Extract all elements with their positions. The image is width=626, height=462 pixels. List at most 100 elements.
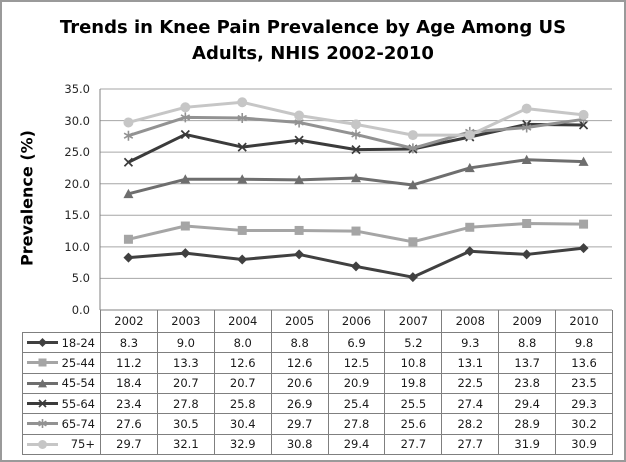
legend-cell-75+: 75+ (23, 434, 101, 454)
table-value-cell: 27.6 (101, 414, 158, 434)
legend-marker-x-icon (27, 399, 58, 408)
table-value-cell: 5.2 (385, 333, 443, 353)
table-value-cell: 25.5 (385, 393, 443, 414)
table-value-cell: 29.7 (101, 434, 158, 454)
legend-cell-65-74: 65-74 (23, 414, 101, 434)
y-tick-label: 10.0 (64, 239, 90, 254)
table-row-25-44: 25-44 11.2 13.3 12.6 12.6 12.5 10.8 13.1 13.7 13.… (23, 353, 612, 374)
table-value-cell: 18.4 (101, 373, 158, 393)
year-header-cell: 2004 (215, 310, 272, 332)
table-value-cell: 20.7 (158, 373, 215, 393)
table-value-cell: 28.9 (499, 414, 557, 434)
table-row-55-64: 55-64 23.4 27.8 25.8 26.9 25.4 25.5 27.4 29.4 29.… (23, 393, 612, 415)
chart-title: Trends in Knee Pain Prevalence by Age Am… (2, 15, 624, 67)
table-row-75+: 75+ 29.7 32.1 32.9 30.8 29.4 27.7 27.7 31.9 30.9 (23, 434, 612, 454)
x-axis-year-header-row: 2002 2003 2004 2005 2006 2007 2008 2009 2010 (100, 310, 613, 332)
table-value-cell: 8.3 (101, 333, 158, 353)
series-75+ (123, 97, 589, 141)
legend-cell-55-64: 55-64 (23, 393, 101, 414)
y-tick-label: 20.0 (64, 176, 90, 191)
table-value-cell: 29.3 (571, 396, 597, 411)
table-value-cell: 27.4 (442, 393, 500, 414)
y-tick-label: 5.0 (71, 271, 90, 286)
table-value-cell: 9.3 (442, 333, 500, 353)
table-row-18-24: 18-24 8.3 9.0 8.0 8.8 6.9 5.2 9.3 8.8 9.8 (23, 333, 612, 354)
table-value-cell: 6.9 (329, 333, 386, 353)
table-value-cell: 31.9 (499, 434, 557, 454)
table-value-cell: 29.4 (499, 393, 557, 414)
table-value-cell: 20.7 (215, 373, 272, 393)
table-value-cell: 8.8 (499, 333, 557, 353)
y-tick-label: 0.0 (71, 303, 90, 317)
y-tick-label: 25.0 (64, 145, 90, 160)
table-value-cell: 13.3 (158, 353, 215, 373)
table-value-cell: 27.8 (329, 414, 386, 434)
legend-label: 75+ (70, 437, 95, 452)
y-tick-label: 15.0 (64, 208, 90, 223)
table-value-cell: 29.4 (329, 434, 386, 454)
table-value-cell: 19.8 (385, 373, 443, 393)
table-value-cell: 23.5 (571, 376, 597, 391)
legend-label: 55-64 (61, 396, 95, 411)
table-value-cell: 25.6 (385, 414, 443, 434)
legend-marker-asterisk-icon (27, 419, 58, 429)
data-table: 18-24 8.3 9.0 8.0 8.8 6.9 5.2 9.3 8.8 9.8 25-44 11.… (22, 332, 613, 455)
table-value-cell: 13.7 (499, 353, 557, 373)
legend-cell-45-54: 45-54 (23, 373, 101, 393)
table-row-45-54: 45-54 18.4 20.7 20.7 20.6 20.9 19.8 22.5 23.8 23.… (23, 373, 612, 394)
table-value-cell: 30.9 (571, 437, 597, 452)
table-value-cell: 29.7 (272, 414, 329, 434)
table-value-cell: 23.4 (101, 393, 158, 414)
table-value-cell: 12.6 (272, 353, 329, 373)
table-value-cell: 30.8 (272, 434, 329, 454)
year-header-cell: 2009 (499, 310, 557, 332)
y-tick-label: 35.0 (64, 82, 90, 96)
table-value-cell: 30.4 (215, 414, 272, 434)
table-value-cell: 9.8 (574, 335, 594, 350)
table-value-cell: 10.8 (385, 353, 443, 373)
table-value-cell: 25.4 (329, 393, 386, 414)
series-65-74 (123, 112, 589, 154)
table-value-cell: 30.2 (571, 416, 597, 431)
table-value-cell: 12.6 (215, 353, 272, 373)
series-45-54 (123, 154, 589, 199)
chart-title-line-1: Trends in Knee Pain Prevalence by Age Am… (59, 17, 567, 38)
year-header-cell: 2008 (442, 310, 500, 332)
year-header-cell: 2002 (101, 310, 158, 332)
series-18-24 (123, 243, 589, 283)
legend-label: 45-54 (61, 376, 95, 391)
chart-title-line-2: Adults, NHIS 2002-2010 (192, 43, 434, 64)
table-value-cell: 27.7 (385, 434, 443, 454)
table-value-cell: 30.5 (158, 414, 215, 434)
legend-marker-diamond-icon (27, 338, 58, 348)
year-header-cell: 2006 (329, 310, 386, 332)
table-value-cell: 22.5 (442, 373, 500, 393)
table-value-cell: 13.1 (442, 353, 500, 373)
table-value-cell: 26.9 (272, 393, 329, 414)
table-value-cell: 32.1 (158, 434, 215, 454)
legend-cell-25-44: 25-44 (23, 353, 101, 373)
series-25-44 (123, 218, 589, 247)
legend-marker-triangle-icon (27, 378, 58, 388)
legend-label: 65-74 (61, 416, 95, 431)
table-value-cell: 11.2 (101, 353, 158, 373)
table-value-cell: 8.8 (272, 333, 329, 353)
year-header-cell: 2010 (569, 314, 599, 328)
legend-label: 18-24 (61, 335, 95, 350)
year-header-cell: 2005 (272, 310, 329, 332)
table-value-cell: 27.8 (158, 393, 215, 414)
table-value-cell: 12.5 (329, 353, 386, 373)
legend-marker-circle-icon (27, 439, 58, 449)
table-value-cell: 20.9 (329, 373, 386, 393)
table-row-65-74: 65-74 27.6 30.5 30.4 29.7 27.8 25.6 28.2 28.9 30.… (23, 414, 612, 435)
y-tick-label: 30.0 (64, 113, 90, 128)
table-value-cell: 25.8 (215, 393, 272, 414)
table-value-cell: 28.2 (442, 414, 500, 434)
table-value-cell: 8.0 (215, 333, 272, 353)
table-value-cell: 9.0 (158, 333, 215, 353)
legend-label: 25-44 (61, 355, 95, 370)
legend-cell-18-24: 18-24 (23, 333, 101, 353)
year-header-cell: 2003 (158, 310, 215, 332)
